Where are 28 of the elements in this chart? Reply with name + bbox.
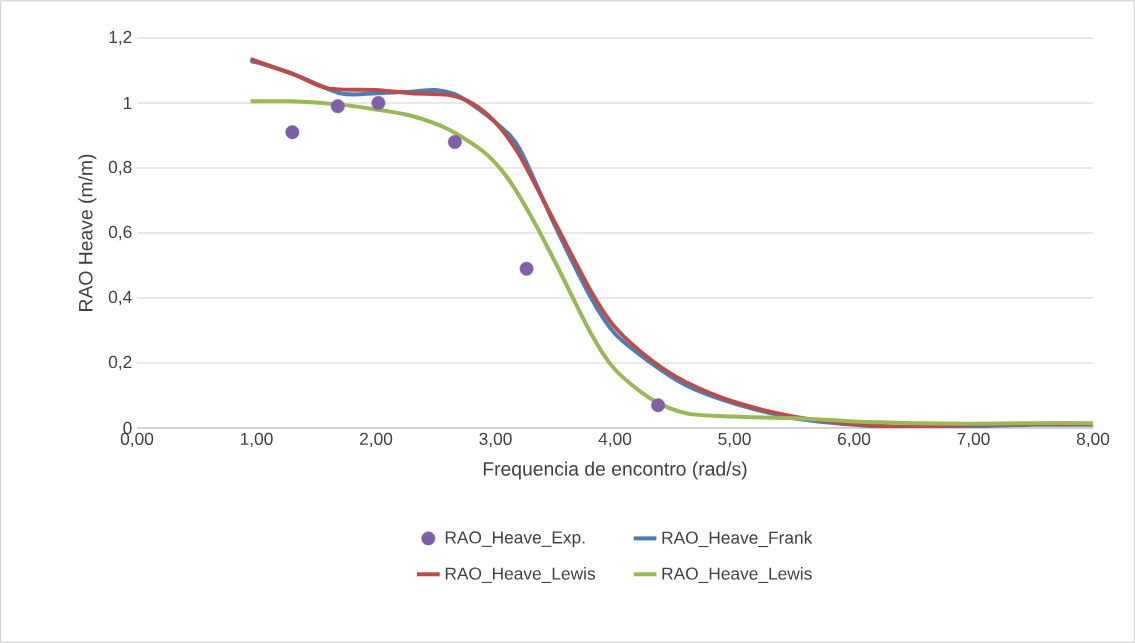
x-tick-label: 5,00 <box>718 432 751 448</box>
y-tick-label: 0,8 <box>108 160 132 176</box>
x-tick-label: 3,00 <box>479 432 512 448</box>
legend-label: RAO_Heave_Exp. <box>445 531 585 548</box>
y-tick-label: 1 <box>123 97 132 109</box>
x-tick-label: 7,00 <box>957 432 990 448</box>
legend-label: RAO_Heave_Frank <box>662 531 813 548</box>
x-tick-label: 6,00 <box>838 432 871 448</box>
legend-label: RAO_Heave_Lewis <box>662 566 812 583</box>
x-tick-label: 4,00 <box>598 432 632 448</box>
x-axis-title: Frequencia de encontro (rad/s) <box>483 461 747 480</box>
x-tick-label: 8,00 <box>1076 432 1110 448</box>
legend-label: RAO_Heave_Lewis <box>445 566 596 583</box>
point <box>651 398 665 413</box>
point <box>371 96 386 110</box>
point <box>285 125 300 140</box>
x-tick-label: 1,00 <box>240 432 273 448</box>
y-tick-label: 1,2 <box>109 30 132 46</box>
point <box>519 261 534 276</box>
x-tick-label: 2,00 <box>360 432 393 448</box>
y-tick-label: 0 <box>123 421 132 435</box>
y-tick-label: 0,2 <box>108 355 132 371</box>
x-tick-label: 0,00 <box>120 432 154 448</box>
y-tick-label: 0,4 <box>108 290 132 306</box>
y-axis-title: RAO Heave (m/m) <box>78 154 97 311</box>
y-tick-label: 0,6 <box>108 225 132 241</box>
point <box>447 135 462 149</box>
point <box>330 99 345 114</box>
